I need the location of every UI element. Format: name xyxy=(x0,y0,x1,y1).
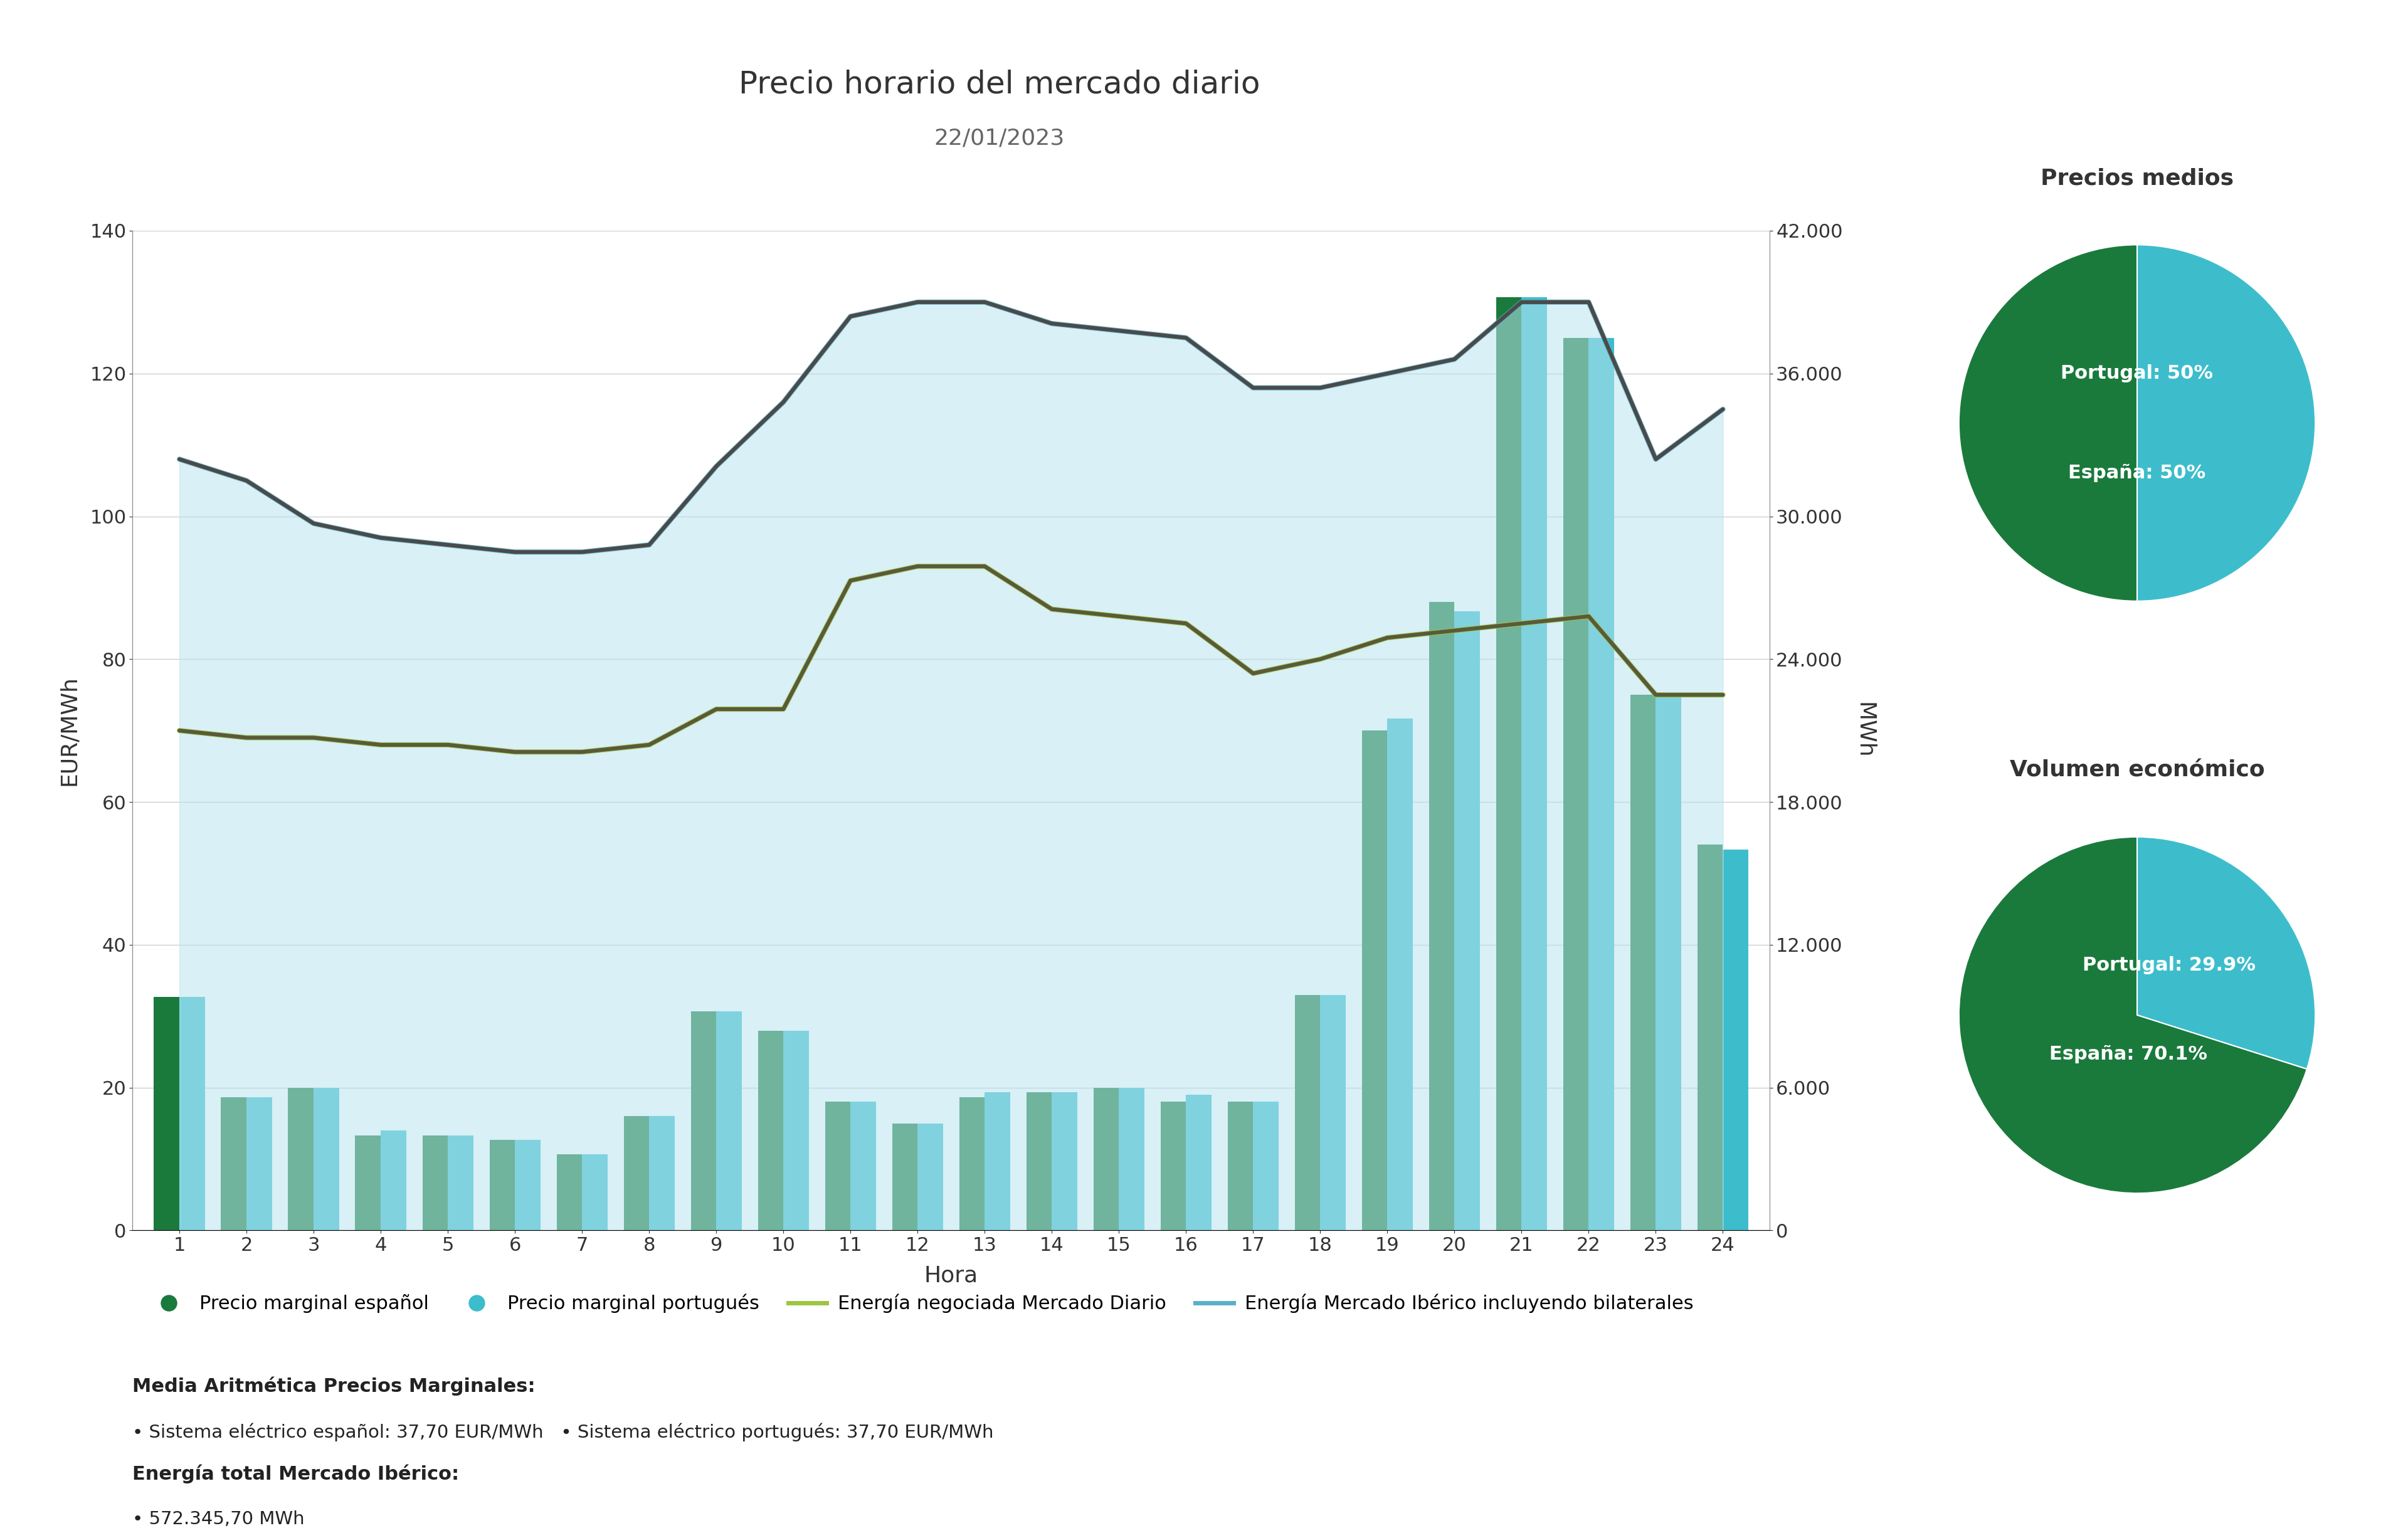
Y-axis label: EUR/MWh: EUR/MWh xyxy=(58,675,79,786)
Bar xyxy=(154,997,181,1230)
Bar xyxy=(958,1097,985,1230)
Bar xyxy=(1522,297,1546,1230)
Bar xyxy=(1428,601,1454,1230)
Bar xyxy=(891,1123,917,1230)
Bar xyxy=(759,1030,783,1230)
Bar xyxy=(556,1154,583,1230)
Bar xyxy=(1698,844,1722,1230)
Title: Volumen económico: Volumen económico xyxy=(2011,760,2264,781)
Text: España: 70.1%: España: 70.1% xyxy=(2049,1046,2208,1063)
Bar xyxy=(181,997,205,1230)
Bar xyxy=(1495,297,1522,1230)
Text: Portugal: 50%: Portugal: 50% xyxy=(2061,365,2213,381)
Text: Precio horario del mercado diario: Precio horario del mercado diario xyxy=(739,69,1259,100)
Bar xyxy=(1657,695,1681,1230)
Bar xyxy=(1387,718,1413,1230)
Y-axis label: MWh: MWh xyxy=(1854,703,1873,758)
Bar xyxy=(489,1140,515,1230)
Bar xyxy=(421,1135,448,1230)
Bar xyxy=(1252,1101,1279,1230)
Bar xyxy=(1187,1095,1211,1230)
Text: España: 50%: España: 50% xyxy=(2068,463,2206,481)
Wedge shape xyxy=(1960,837,2307,1193)
Bar xyxy=(356,1135,380,1230)
Bar xyxy=(1589,338,1613,1230)
Bar xyxy=(850,1101,877,1230)
Title: Precios medios: Precios medios xyxy=(2040,168,2235,189)
Bar xyxy=(1454,612,1481,1230)
Bar xyxy=(1052,1092,1076,1230)
Text: • 572.345,70 MWh: • 572.345,70 MWh xyxy=(132,1510,306,1527)
Wedge shape xyxy=(2136,245,2314,601)
Bar xyxy=(1363,731,1387,1230)
Bar xyxy=(1120,1087,1144,1230)
Text: Media Aritmética Precios Marginales:: Media Aritmética Precios Marginales: xyxy=(132,1377,535,1395)
Bar xyxy=(715,1012,742,1230)
Bar xyxy=(985,1092,1011,1230)
Bar xyxy=(783,1030,809,1230)
Bar xyxy=(1563,338,1589,1230)
Text: Energía total Mercado Ibérico:: Energía total Mercado Ibérico: xyxy=(132,1464,460,1483)
Bar xyxy=(1320,995,1346,1230)
Bar xyxy=(826,1101,850,1230)
Legend: Precio marginal español, Precio marginal portugués, Energía negociada Mercado Di: Precio marginal español, Precio marginal… xyxy=(142,1286,1702,1321)
Bar xyxy=(917,1123,944,1230)
Wedge shape xyxy=(1960,245,2138,601)
Bar xyxy=(650,1117,674,1230)
X-axis label: Hora: Hora xyxy=(925,1266,978,1286)
Bar xyxy=(1296,995,1320,1230)
Bar xyxy=(1161,1101,1187,1230)
Bar xyxy=(313,1087,340,1230)
Bar xyxy=(691,1012,715,1230)
Bar xyxy=(624,1117,650,1230)
Bar xyxy=(515,1140,539,1230)
Bar xyxy=(1093,1087,1120,1230)
Text: Portugal: 29.9%: Portugal: 29.9% xyxy=(2083,957,2256,974)
Bar xyxy=(1228,1101,1252,1230)
Bar xyxy=(246,1097,272,1230)
Bar xyxy=(289,1087,313,1230)
Bar xyxy=(583,1154,607,1230)
Text: 22/01/2023: 22/01/2023 xyxy=(934,128,1064,149)
Bar xyxy=(448,1135,474,1230)
Wedge shape xyxy=(2136,837,2314,1069)
Text: • Sistema eléctrico español: 37,70 EUR/MWh   • Sistema eléctrico portugués: 37,7: • Sistema eléctrico español: 37,70 EUR/M… xyxy=(132,1423,995,1441)
Bar xyxy=(1630,695,1657,1230)
Bar xyxy=(380,1130,407,1230)
Bar xyxy=(1722,849,1748,1230)
Bar xyxy=(1026,1092,1052,1230)
Bar xyxy=(222,1097,246,1230)
